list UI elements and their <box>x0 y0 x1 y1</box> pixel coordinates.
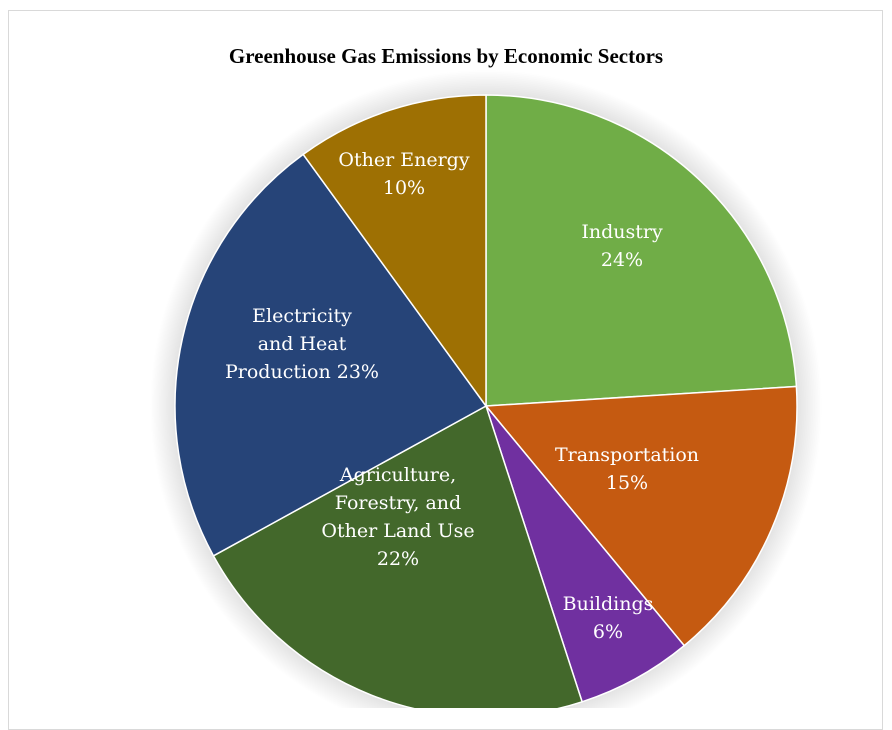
data-label-agriculture-forestry-and-other-land-use: Agriculture, Forestry, and Other Land Use 2… <box>321 464 474 570</box>
pie-chart: Industry 24% Transportation 15% Buildings 6% A… <box>150 70 822 708</box>
data-label-electricity-and-heat-production: Electricity and Heat Production 23% <box>225 305 379 383</box>
pie-slice-agriculture-forestry-and-other-land-use <box>212 404 584 708</box>
pie-slice-industry <box>485 94 798 407</box>
data-label-transportation: Transportation 15% <box>555 444 699 494</box>
data-label-buildings: Buildings 6% <box>563 593 654 643</box>
pie-slice-electricity-and-heat-production <box>174 153 488 557</box>
pie-slice-transportation <box>484 385 798 647</box>
data-label-industry: Industry 24% <box>581 221 663 271</box>
chart-title: Greenhouse Gas Emissions by Economic Sec… <box>228 44 664 68</box>
pie-slice-other-energy <box>302 94 487 409</box>
data-label-other-energy: Other Energy 10% <box>338 149 469 199</box>
